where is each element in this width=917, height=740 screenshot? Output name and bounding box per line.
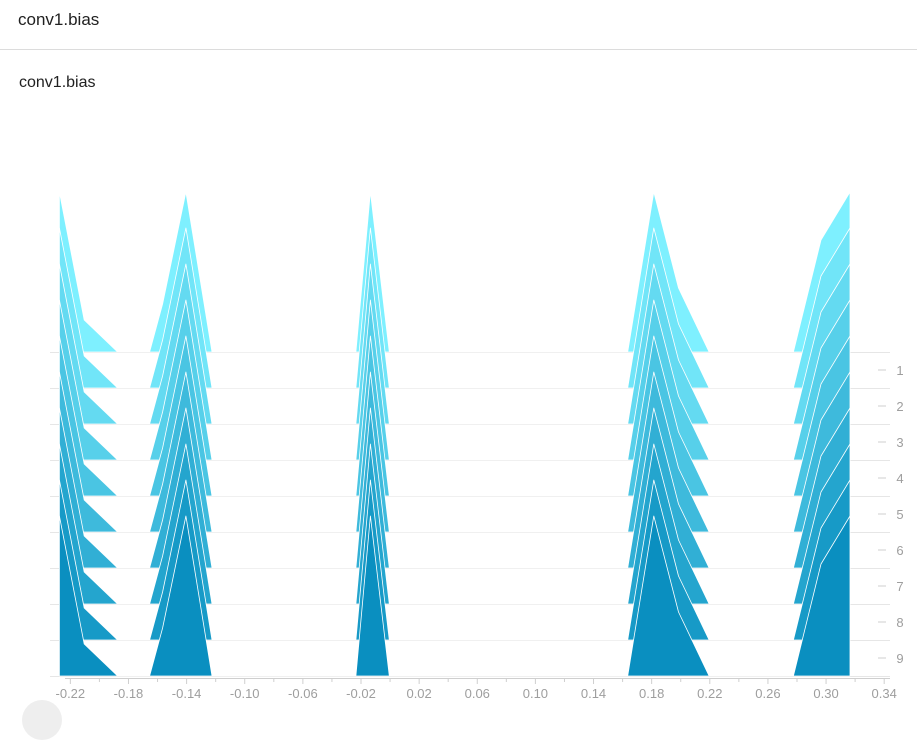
x-tick-label: 0.14 <box>581 686 606 701</box>
x-tick-label: -0.10 <box>230 686 260 701</box>
histogram-layer <box>59 191 851 677</box>
x-tick-label: 0.06 <box>465 686 490 701</box>
x-tick-label: 0.02 <box>406 686 431 701</box>
x-tick-label: 0.18 <box>639 686 664 701</box>
x-axis: -0.22 -0.18 -0.14 -0.10 -0.06 -0.02 0.02 0.06 0.… <box>56 678 897 701</box>
x-tick-label: 0.10 <box>523 686 548 701</box>
x-tick-label: -0.18 <box>114 686 144 701</box>
step-tick-label: 7 <box>896 579 903 594</box>
step-tick-label: 2 <box>896 399 903 414</box>
histogram-chart: -0.22 -0.18 -0.14 -0.10 -0.06 -0.02 0.02 0.06 0.… <box>50 191 904 701</box>
x-tick-label: 0.30 <box>813 686 838 701</box>
bottom-control[interactable] <box>22 700 62 740</box>
step-tick-label: 3 <box>896 435 903 450</box>
x-tick-label: 0.22 <box>697 686 722 701</box>
x-tick-label: 0.34 <box>872 686 897 701</box>
step-tick-label: 5 <box>896 507 903 522</box>
step-tick-label: 9 <box>896 651 903 666</box>
step-tick-label: 4 <box>896 471 903 486</box>
x-tick-label: -0.14 <box>172 686 202 701</box>
step-tick-label: 6 <box>896 543 903 558</box>
header-title: conv1.bias <box>18 10 100 29</box>
x-tick-label: -0.06 <box>288 686 318 701</box>
step-tick-label: 8 <box>896 615 903 630</box>
step-tick-label: 1 <box>896 363 903 378</box>
chart-card-title: conv1.bias <box>19 74 96 91</box>
histogram-step-9 <box>59 515 851 677</box>
x-tick-label: -0.22 <box>56 686 86 701</box>
x-tick-label: 0.26 <box>755 686 780 701</box>
page-header: conv1.bias <box>0 0 917 50</box>
x-tick-label: -0.02 <box>346 686 376 701</box>
step-axis: 1 2 3 4 5 6 7 8 9 <box>878 363 904 666</box>
